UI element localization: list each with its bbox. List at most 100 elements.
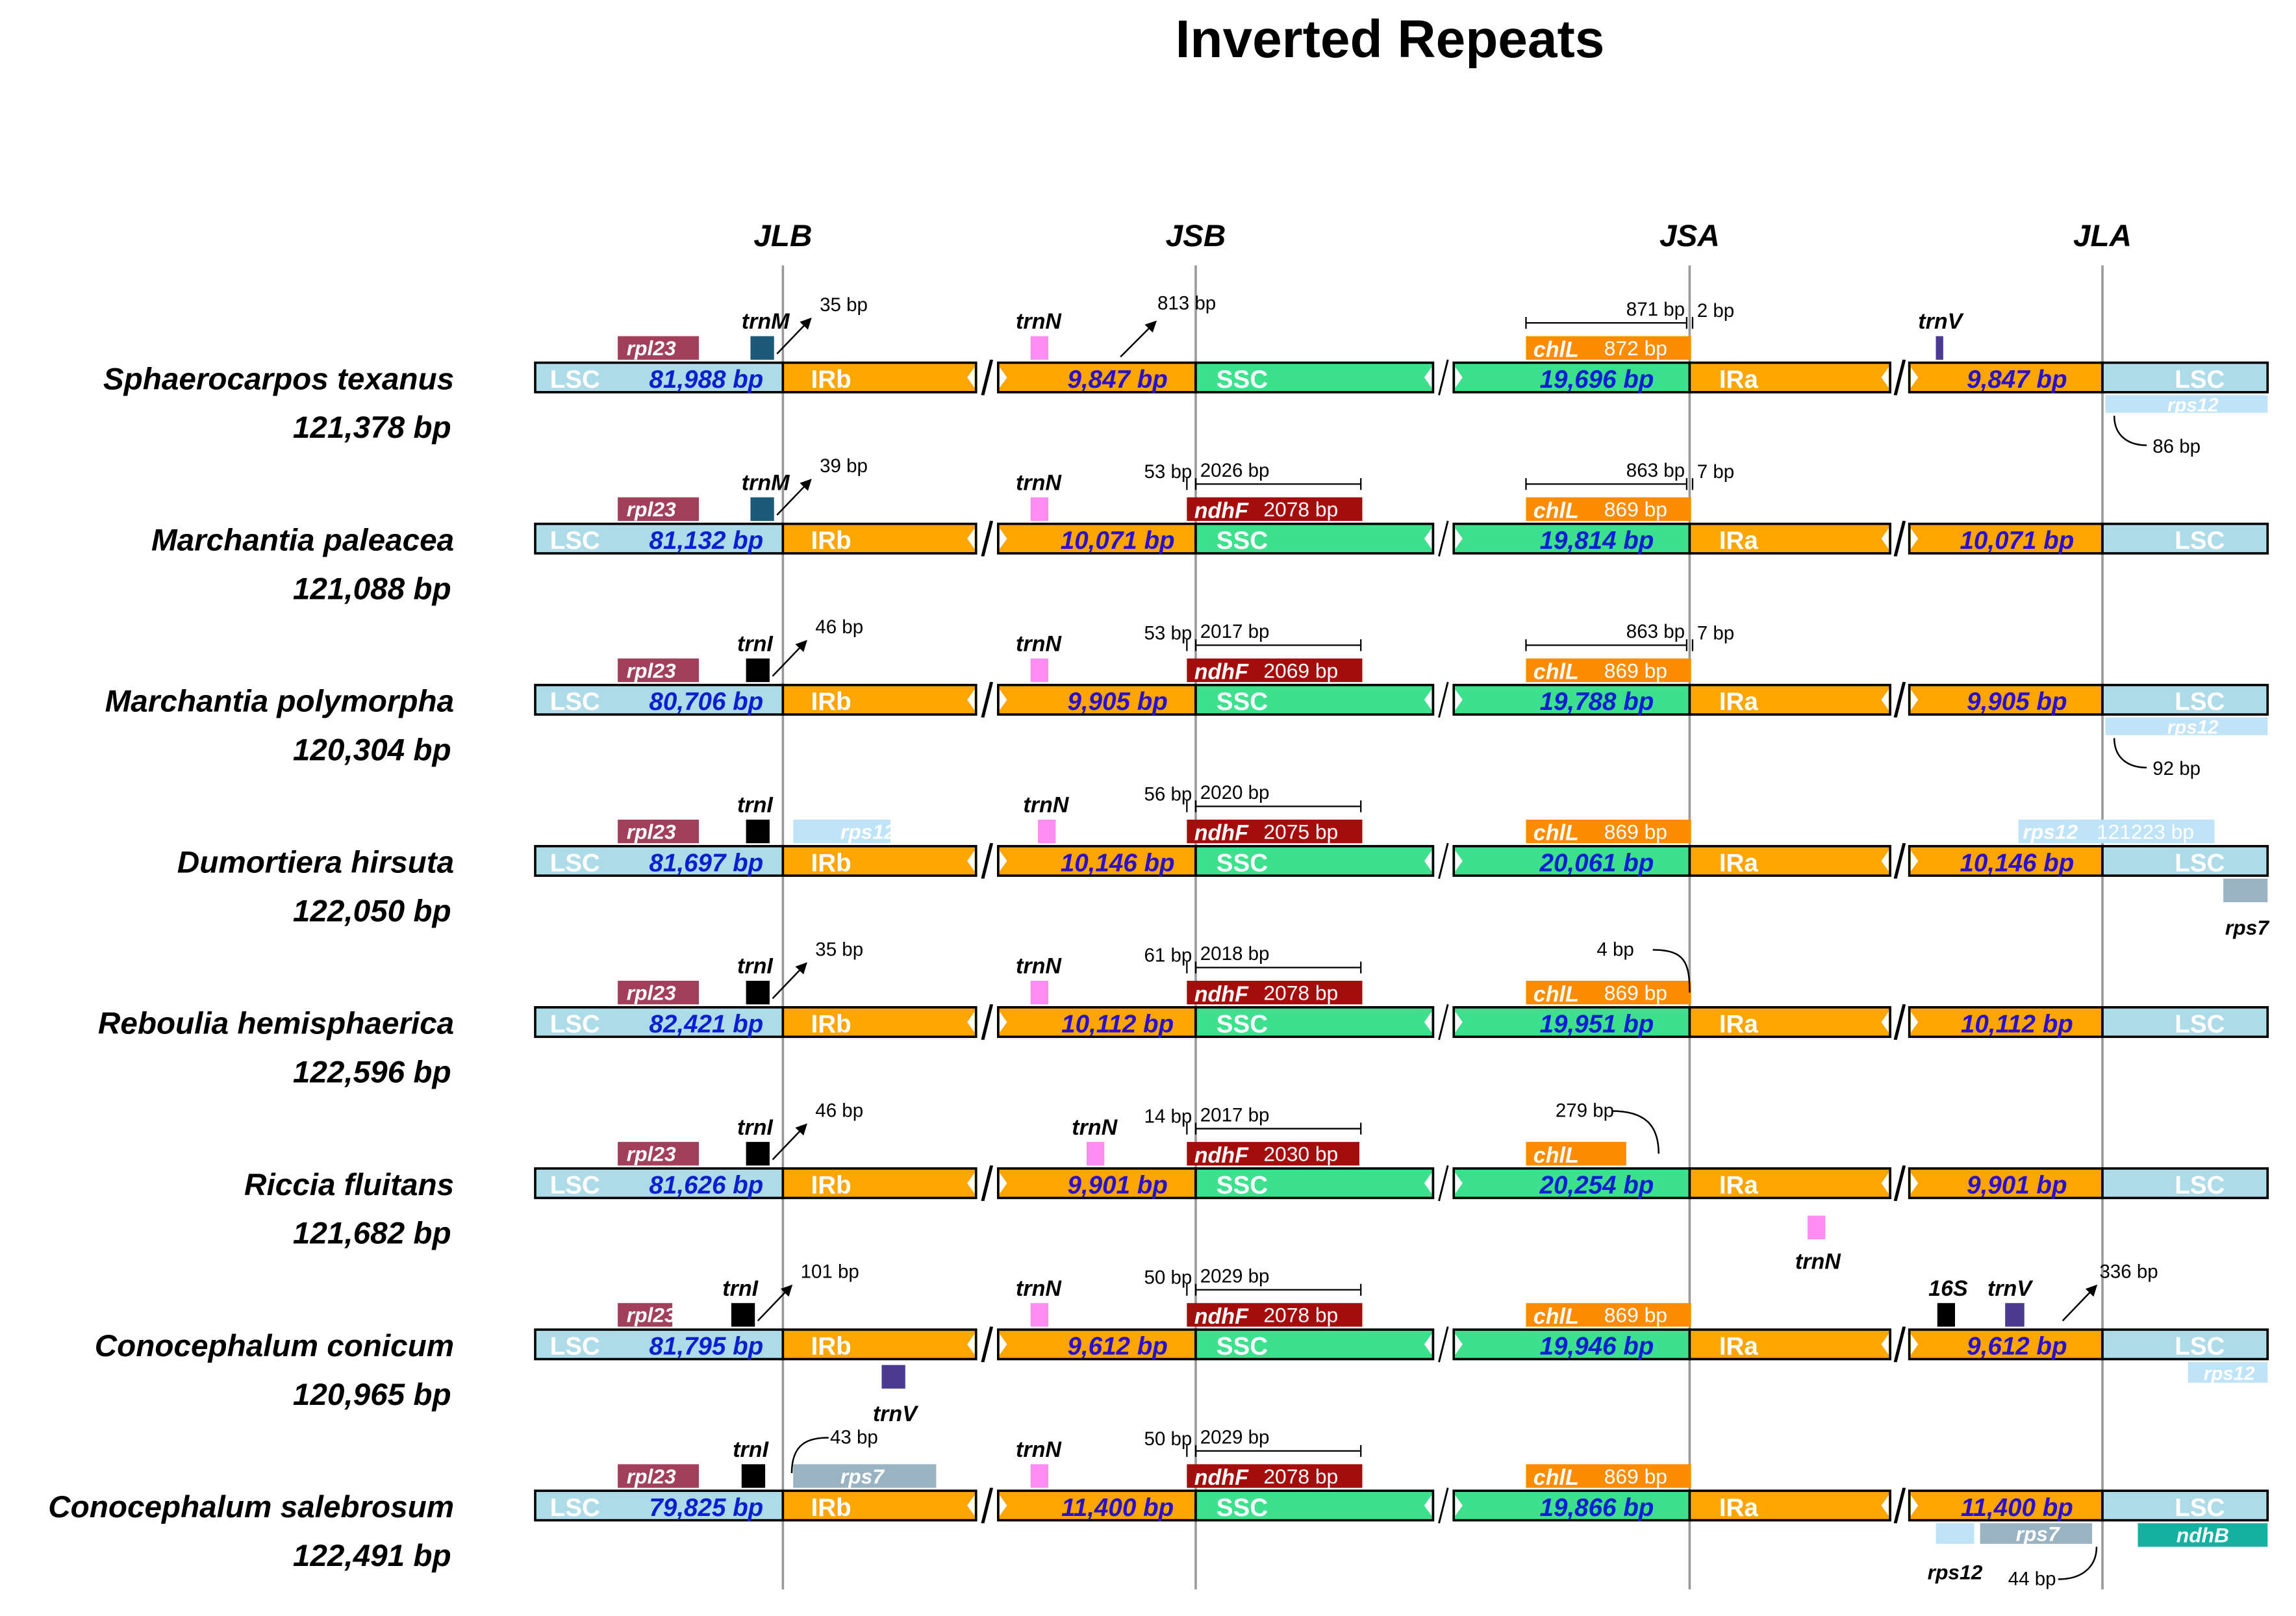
lsc-length: 81,988 bp: [649, 366, 763, 394]
jlb-gene: [750, 497, 774, 521]
ndhF-left-distance: 14 bp: [1144, 1106, 1192, 1128]
ndhF-gene-length: 2078 bp: [1263, 1304, 1338, 1327]
rps12-gene-label: rps12: [2023, 820, 2078, 843]
irb-segment-left: [781, 522, 978, 555]
genome-size: 121,682 bp: [293, 1217, 451, 1251]
rps7-gene-label: rps7: [2225, 916, 2269, 939]
break-mark: [1893, 1165, 1904, 1202]
break-mark: [1895, 1165, 1906, 1202]
lsc-segment-end: [2101, 844, 2269, 877]
ssc-length: 19,696 bp: [1539, 366, 1654, 394]
genome-size: 121,088 bp: [293, 572, 451, 606]
ira-segment-left: [1688, 683, 1891, 716]
trnN-gene: [1030, 497, 1048, 521]
rps12-gene-label: rps12: [1928, 1560, 1983, 1584]
break-mark: [981, 1326, 992, 1363]
lsc-label: LSC: [550, 1494, 600, 1522]
ndhF-left-distance: 50 bp: [1144, 1428, 1192, 1450]
break-arrow: [1424, 1011, 1432, 1033]
ndhB-gene-label: ndhB: [2176, 1524, 2229, 1547]
irb-length: 10,146 bp: [1061, 849, 1175, 877]
genes-below: trnV rps12: [873, 1362, 2268, 1426]
break-arrow: [1455, 1333, 1463, 1355]
rpl23-gene: [618, 336, 699, 360]
lsc-segment-end: [2101, 1489, 2269, 1522]
break-mark: [1893, 1487, 1904, 1524]
species-row: Reboulia hemisphaerica 122,596 bp LSC 82,42…: [98, 939, 2269, 1090]
chlL-gene: [1526, 1464, 1691, 1488]
irb-segment-left: [781, 683, 978, 716]
jlb-distance-label: 46 bp: [815, 1100, 863, 1122]
break-arrow: [1455, 367, 1463, 388]
ira-length: 9,847 bp: [1967, 366, 2067, 394]
ndhF-left-distance: 53 bp: [1144, 622, 1192, 644]
jsb-distance-arrow: [1120, 320, 1157, 358]
break-mark: [982, 520, 994, 557]
chlL-note-arrow: [1652, 949, 1691, 993]
chlL-gene: [1526, 336, 1691, 360]
ira-segment-left: [1688, 1006, 1891, 1039]
genes: rpl23 trnI 46 bp trnN ndhF 2030 bp 2017 bp 14 b…: [618, 1100, 1659, 1168]
break-arrow: [1910, 528, 1919, 549]
irb-gene: [793, 1464, 937, 1488]
rpl23-gene: [618, 981, 699, 1005]
genome-size: 120,965 bp: [293, 1378, 451, 1412]
break-arrow: [967, 850, 975, 872]
lsc-label: LSC: [550, 1010, 600, 1038]
ira-length: 10,146 bp: [1960, 849, 2074, 877]
ira-length: 10,112 bp: [1961, 1010, 2073, 1038]
irb-segment-right: [996, 522, 1197, 555]
jlb-gene: [746, 658, 770, 683]
ssc-segment-left: [1194, 361, 1435, 394]
irb-segment-left: [781, 1489, 978, 1522]
irb-gene-label: rps12: [840, 820, 896, 843]
ssc-label: SSC: [1217, 688, 1268, 716]
genes-below: rps12 92 bp: [2105, 717, 2268, 779]
jlb-gene-label: trnI: [737, 1115, 774, 1140]
ssc-segment-left: [1194, 844, 1435, 877]
irb-label: IRb: [811, 366, 852, 394]
ndhF-gene-label: ndhF: [1194, 1304, 1249, 1329]
ssc-label: SSC: [1217, 1172, 1268, 1200]
ndhF-gene-length: 2069 bp: [1263, 659, 1338, 682]
chlL-gene: [1526, 1142, 1626, 1166]
lsc-end-label: LSC: [2175, 1010, 2225, 1038]
rps7-gene: [1980, 1523, 2093, 1544]
species-row: Conocephalum conicum 120,965 bp LSC 81,795 …: [95, 1261, 2269, 1426]
break-mark: [1893, 681, 1904, 718]
ira-segment-right: [1908, 844, 2104, 877]
irb-length: 10,071 bp: [1061, 527, 1175, 555]
break-arrow: [1455, 689, 1463, 711]
break-arrow: [1424, 528, 1432, 549]
break-mark: [1895, 681, 1906, 718]
ssc-segment-left: [1194, 1167, 1435, 1200]
break-arrow: [1910, 1011, 1919, 1033]
chlL-gene-length: 869 bp: [1604, 820, 1667, 843]
rps12-gene-ira: [2018, 819, 2215, 844]
break-arrow: [1881, 1495, 1889, 1516]
break-arrow: [1000, 850, 1007, 872]
irb-segment-left: [781, 1328, 978, 1361]
trnN-gene-label: trnN: [1016, 954, 1062, 979]
irb-label: IRb: [811, 849, 852, 877]
chlL-gene-length: 869 bp: [1604, 981, 1667, 1005]
break-mark: [1895, 1487, 1906, 1524]
rpl23-gene: [618, 497, 699, 521]
species-row: Sphaerocarpos texanus 121,378 bp LSC 81,988…: [103, 293, 2269, 457]
trnN-ira-gene: [1808, 1215, 1826, 1239]
species-row: Marchantia polymorpha 120,304 bp LSC 80,706…: [105, 616, 2269, 779]
lsc-segment: [534, 1006, 785, 1039]
jlb-distance-arrow: [776, 318, 812, 355]
jlb-gene-label: trnI: [737, 631, 774, 656]
ndhF-span-label: 2017 bp: [1200, 1104, 1270, 1126]
jlb-distance-label: 35 bp: [820, 294, 868, 316]
ndhF-gene-length: 2078 bp: [1263, 498, 1338, 521]
break-arrow: [1424, 1333, 1432, 1355]
rpl23-gene: [618, 658, 699, 683]
ndhF-gene-label: ndhF: [1194, 821, 1249, 846]
break-arrow: [1910, 850, 1919, 872]
trnN-gene: [1030, 1303, 1048, 1327]
break-arrow: [1000, 367, 1007, 388]
irb-gene: [793, 819, 891, 844]
break-mark: [981, 1487, 992, 1524]
